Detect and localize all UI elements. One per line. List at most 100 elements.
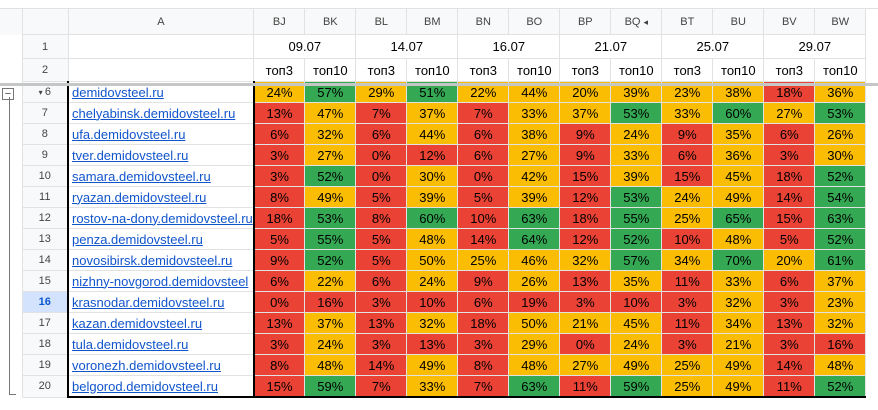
metric-cell[interactable]: 53% [814, 102, 867, 124]
metric-cell[interactable]: 6% [457, 144, 510, 166]
date-header[interactable]: 09.07 [253, 34, 357, 59]
column-header-bo[interactable]: BO [508, 8, 561, 35]
metric-cell[interactable]: 20% [559, 81, 612, 103]
metric-cell[interactable]: 61% [814, 249, 867, 271]
metric-cell[interactable]: 35% [610, 270, 663, 292]
metric-cell[interactable]: 52% [304, 249, 357, 271]
column-header-bk[interactable]: BK [304, 8, 357, 35]
metric-cell[interactable]: 9% [559, 123, 612, 145]
site-link[interactable]: krasnodar.demidovsteel.ru [67, 291, 255, 313]
column-header-bq[interactable]: BQ ◂ [610, 8, 663, 35]
metric-cell[interactable]: 23% [814, 291, 867, 313]
metric-cell[interactable]: 37% [559, 102, 612, 124]
metric-cell[interactable]: 18% [559, 207, 612, 229]
metric-cell[interactable]: 7% [457, 375, 510, 398]
metric-header[interactable]: топ10 [814, 58, 867, 82]
metric-header[interactable]: топ3 [253, 58, 306, 82]
metric-cell[interactable]: 49% [712, 354, 765, 376]
metric-cell[interactable]: 11% [661, 270, 714, 292]
metric-cell[interactable]: 65% [712, 207, 765, 229]
metric-cell[interactable]: 3% [661, 291, 714, 313]
metric-cell[interactable]: 44% [508, 81, 561, 103]
metric-cell[interactable]: 10% [610, 291, 663, 313]
metric-cell[interactable]: 53% [304, 207, 357, 229]
site-link[interactable]: ryazan.demidovsteel.ru [67, 186, 255, 208]
metric-cell[interactable]: 59% [304, 375, 357, 398]
metric-cell[interactable]: 26% [508, 270, 561, 292]
metric-cell[interactable]: 33% [661, 102, 714, 124]
metric-cell[interactable]: 21% [559, 312, 612, 334]
metric-cell[interactable]: 22% [457, 81, 510, 103]
metric-cell[interactable]: 45% [712, 165, 765, 187]
site-link[interactable]: ufa.demidovsteel.ru [67, 123, 255, 145]
metric-cell[interactable]: 32% [814, 312, 867, 334]
metric-cell[interactable]: 15% [252, 375, 306, 398]
metric-cell[interactable]: 24% [610, 123, 663, 145]
metric-cell[interactable]: 6% [661, 144, 714, 166]
metric-cell[interactable]: 0% [355, 144, 408, 166]
column-header-bp[interactable]: BP [559, 8, 612, 35]
metric-cell[interactable]: 36% [814, 81, 867, 103]
metric-cell[interactable]: 39% [610, 165, 663, 187]
column-header-bt[interactable]: BT [661, 8, 714, 35]
metric-cell[interactable]: 59% [610, 375, 663, 398]
row-group-caret-icon[interactable]: ▾ [38, 88, 45, 97]
site-link[interactable]: chelyabinsk.demidovsteel.ru [67, 102, 255, 124]
row-header[interactable]: 7 [21, 102, 69, 124]
row-header[interactable]: 9 [21, 144, 69, 166]
metric-cell[interactable]: 38% [712, 81, 765, 103]
row-header[interactable]: 17 [21, 312, 69, 334]
metric-cell[interactable]: 22% [304, 270, 357, 292]
metric-cell[interactable]: 50% [406, 249, 459, 271]
metric-cell[interactable]: 23% [661, 81, 714, 103]
site-link[interactable]: penza.demidovsteel.ru [67, 228, 255, 250]
metric-cell[interactable]: 53% [610, 102, 663, 124]
metric-cell[interactable]: 3% [559, 291, 612, 313]
metric-cell[interactable]: 63% [508, 375, 561, 398]
metric-cell[interactable]: 11% [559, 375, 612, 398]
metric-cell[interactable]: 39% [610, 81, 663, 103]
metric-cell[interactable]: 18% [763, 81, 816, 103]
metric-cell[interactable]: 7% [355, 375, 408, 398]
metric-cell[interactable]: 8% [252, 186, 306, 208]
metric-cell[interactable]: 3% [252, 165, 306, 187]
metric-cell[interactable]: 25% [661, 354, 714, 376]
metric-cell[interactable]: 13% [406, 333, 459, 355]
metric-cell[interactable]: 37% [406, 102, 459, 124]
metric-cell[interactable]: 3% [763, 144, 816, 166]
date-header[interactable]: 16.07 [457, 34, 561, 59]
metric-cell[interactable]: 5% [355, 186, 408, 208]
metric-cell[interactable]: 50% [508, 312, 561, 334]
collapse-group-button[interactable]: − [2, 88, 14, 100]
metric-cell[interactable]: 15% [661, 165, 714, 187]
metric-cell[interactable]: 33% [508, 102, 561, 124]
metric-cell[interactable]: 37% [304, 312, 357, 334]
metric-cell[interactable]: 5% [355, 249, 408, 271]
metric-cell[interactable]: 5% [457, 186, 510, 208]
frozen-rows-divider[interactable] [0, 83, 878, 86]
metric-cell[interactable]: 5% [252, 228, 306, 250]
metric-cell[interactable]: 13% [559, 270, 612, 292]
metric-header[interactable]: топ3 [661, 58, 714, 82]
metric-cell[interactable]: 30% [814, 144, 867, 166]
row-header[interactable]: 10 [21, 165, 69, 187]
metric-cell[interactable]: 27% [304, 144, 357, 166]
row-header[interactable]: 1 [21, 34, 69, 59]
metric-header[interactable]: топ10 [508, 58, 561, 82]
metric-cell[interactable]: 7% [457, 102, 510, 124]
date-header[interactable]: 14.07 [355, 34, 459, 59]
site-link[interactable]: kazan.demidovsteel.ru [67, 312, 255, 334]
metric-cell[interactable]: 10% [457, 207, 510, 229]
row-header[interactable]: 2 [21, 58, 69, 82]
metric-cell[interactable]: 24% [661, 186, 714, 208]
metric-cell[interactable]: 3% [763, 333, 816, 355]
column-header-bj[interactable]: BJ [253, 8, 306, 35]
metric-cell[interactable]: 6% [252, 270, 306, 292]
metric-cell[interactable]: 3% [252, 333, 306, 355]
row-header[interactable]: 16 [21, 291, 69, 313]
metric-cell[interactable]: 6% [457, 123, 510, 145]
metric-header[interactable]: топ3 [355, 58, 408, 82]
metric-cell[interactable]: 52% [610, 228, 663, 250]
site-link[interactable]: belgorod.demidovsteel.ru [67, 375, 255, 398]
metric-cell[interactable]: 14% [457, 228, 510, 250]
